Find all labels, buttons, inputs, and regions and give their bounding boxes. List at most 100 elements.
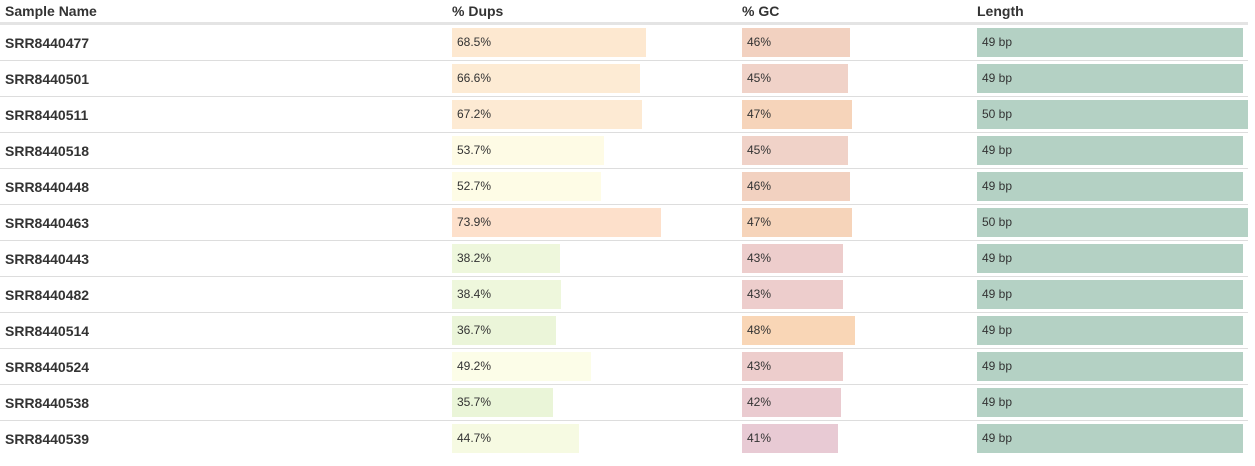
dups-bar: [452, 64, 640, 93]
length-bar: [977, 100, 1248, 129]
gc-value: 43%: [747, 359, 772, 373]
table-row: SRR8440511 67.2% 47% 50 bp: [0, 96, 1248, 133]
gc-bar-container: 43%: [742, 352, 972, 381]
sample-name-cell: SRR8440501: [0, 60, 447, 97]
length-bar: [977, 352, 1243, 381]
dups-bar-container: 35.7%: [452, 388, 737, 417]
gc-cell: 46%: [737, 23, 972, 61]
table-row: SRR8440524 49.2% 43% 49 bp: [0, 348, 1248, 385]
table-row: SRR8440538 35.7% 42% 49 bp: [0, 384, 1248, 421]
length-bar-container: 49 bp: [977, 316, 1248, 345]
dups-cell: 35.7%: [447, 384, 737, 421]
gc-cell: 48%: [737, 312, 972, 349]
length-value: 49 bp: [982, 35, 1013, 49]
dups-bar: [452, 136, 604, 165]
gc-cell: 43%: [737, 276, 972, 313]
sample-name-cell: SRR8440514: [0, 312, 447, 349]
length-bar: [977, 244, 1243, 273]
dups-bar: [452, 244, 560, 273]
table-row: SRR8440501 66.6% 45% 49 bp: [0, 60, 1248, 97]
length-bar: [977, 28, 1243, 57]
gc-bar-container: 41%: [742, 424, 972, 454]
dups-value: 44.7%: [457, 431, 492, 446]
length-cell: 49 bp: [972, 23, 1248, 61]
length-bar-container: 50 bp: [977, 208, 1248, 237]
sample-name-cell: SRR8440524: [0, 348, 447, 385]
header-length[interactable]: Length: [972, 0, 1248, 25]
dups-cell: 52.7%: [447, 168, 737, 205]
gc-value: 42%: [747, 395, 772, 409]
gc-bar: [742, 244, 843, 273]
dups-value: 53.7%: [457, 143, 492, 157]
dups-bar-container: 68.5%: [452, 28, 737, 57]
length-bar-container: 49 bp: [977, 172, 1248, 201]
length-value: 49 bp: [982, 251, 1013, 265]
gc-bar: [742, 388, 841, 417]
dups-cell: 68.5%: [447, 23, 737, 61]
dups-value: 38.4%: [457, 287, 492, 301]
length-value: 49 bp: [982, 431, 1013, 446]
length-bar-container: 49 bp: [977, 244, 1248, 273]
gc-bar-container: 45%: [742, 136, 972, 165]
dups-bar-container: 38.4%: [452, 280, 737, 309]
dups-bar-container: 49.2%: [452, 352, 737, 381]
table-row: SRR8440448 52.7% 46% 49 bp: [0, 168, 1248, 205]
length-value: 49 bp: [982, 395, 1013, 409]
dups-value: 67.2%: [457, 107, 492, 121]
gc-cell: 43%: [737, 348, 972, 385]
sample-name-cell: SRR8440477: [0, 23, 447, 61]
length-value: 49 bp: [982, 359, 1013, 373]
sample-name-cell: SRR8440482: [0, 276, 447, 313]
dups-cell: 49.2%: [447, 348, 737, 385]
gc-value: 43%: [747, 251, 772, 265]
header-dups[interactable]: % Dups: [447, 0, 737, 25]
length-bar: [977, 172, 1243, 201]
length-cell: 49 bp: [972, 60, 1248, 97]
table-row: SRR8440518 53.7% 45% 49 bp: [0, 132, 1248, 169]
gc-bar: [742, 316, 855, 345]
dups-value: 52.7%: [457, 179, 492, 193]
table-row: SRR8440514 36.7% 48% 49 bp: [0, 312, 1248, 349]
dups-cell: 36.7%: [447, 312, 737, 349]
dups-bar-container: 38.2%: [452, 244, 737, 273]
sample-name-cell: SRR8440463: [0, 204, 447, 241]
length-bar: [977, 136, 1243, 165]
dups-cell: 66.6%: [447, 60, 737, 97]
gc-cell: 42%: [737, 384, 972, 421]
header-sample-name[interactable]: Sample Name: [0, 0, 447, 25]
gc-bar-container: 42%: [742, 388, 972, 417]
dups-bar-container: 73.9%: [452, 208, 737, 237]
dups-cell: 44.7%: [447, 421, 737, 457]
dups-value: 38.2%: [457, 251, 492, 265]
gc-bar-container: 47%: [742, 208, 972, 237]
sample-name-cell: SRR8440448: [0, 168, 447, 205]
gc-bar-container: 46%: [742, 28, 972, 57]
dups-value: 68.5%: [457, 35, 492, 49]
gc-bar: [742, 100, 852, 129]
gc-cell: 41%: [737, 421, 972, 457]
gc-bar-container: 48%: [742, 316, 972, 345]
length-bar-container: 49 bp: [977, 64, 1248, 93]
length-bar: [977, 388, 1243, 417]
length-cell: 49 bp: [972, 421, 1248, 457]
length-cell: 49 bp: [972, 312, 1248, 349]
gc-value: 45%: [747, 71, 772, 85]
length-bar-container: 49 bp: [977, 28, 1248, 57]
table-row: SRR8440443 38.2% 43% 49 bp: [0, 240, 1248, 277]
gc-bar-container: 43%: [742, 244, 972, 273]
general-stats-table: Sample Name % Dups % GC Length SRR844047…: [0, 0, 1248, 457]
sample-name-cell: SRR8440518: [0, 132, 447, 169]
gc-value: 45%: [747, 143, 772, 157]
table-row: SRR8440482 38.4% 43% 49 bp: [0, 276, 1248, 313]
gc-bar: [742, 424, 838, 454]
sample-name-cell: SRR8440539: [5, 430, 90, 447]
length-value: 49 bp: [982, 179, 1013, 193]
gc-value: 47%: [747, 107, 772, 121]
dups-bar: [452, 388, 553, 417]
dups-cell: 38.4%: [447, 276, 737, 313]
gc-value: 46%: [747, 35, 772, 49]
header-gc[interactable]: % GC: [737, 0, 972, 25]
length-bar: [977, 64, 1243, 93]
gc-value: 43%: [747, 287, 772, 301]
dups-bar-container: 44.7%: [452, 424, 737, 454]
